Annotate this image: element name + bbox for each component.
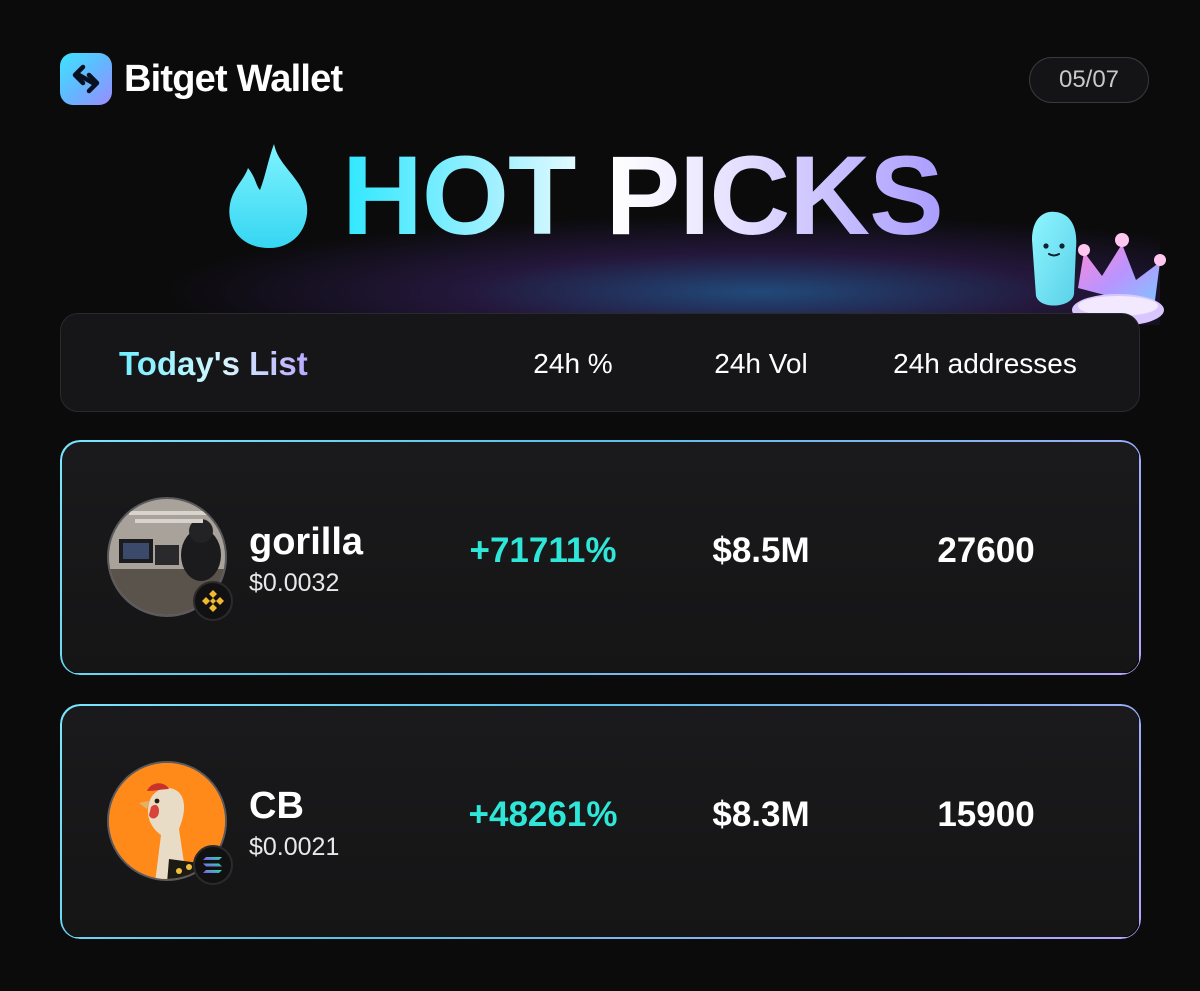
- date-badge: 05/07: [1029, 57, 1149, 103]
- solana-chain-icon: [193, 845, 233, 885]
- token-change-24h: +48261%: [468, 795, 618, 834]
- title-area: HOT PICKS: [226, 133, 944, 258]
- col-24h-change: 24h %: [533, 348, 613, 379]
- token-addresses-24h: 27600: [937, 531, 1035, 570]
- token-price: $0.0032: [249, 569, 340, 597]
- col-24h-vol: 24h Vol: [714, 348, 808, 379]
- title-glow: [160, 215, 1160, 325]
- token-vol-24h: $8.3M: [712, 795, 810, 834]
- token-addresses-24h: 15900: [937, 795, 1035, 834]
- bnb-chain-icon: [193, 581, 233, 621]
- col-24h-addresses: 24h addresses: [893, 348, 1077, 379]
- token-vol-24h: $8.5M: [712, 531, 810, 570]
- flame-icon: [229, 144, 308, 248]
- list-header: Today's List 24h % 24h Vol 24h addresses: [60, 313, 1140, 412]
- brand-name: Bitget Wallet: [124, 57, 343, 100]
- token-row[interactable]: CB $0.0021 +48261% $8.3M 15900: [60, 704, 1140, 938]
- bitget-logo-icon: [60, 53, 112, 105]
- token-name: CB: [249, 785, 304, 827]
- list-title: Today's List: [119, 345, 308, 382]
- brand: Bitget Wallet: [60, 53, 343, 105]
- token-avatar: [107, 761, 227, 881]
- token-change-24h: +71711%: [469, 531, 617, 570]
- token-avatar: [107, 497, 227, 617]
- token-name: gorilla: [249, 521, 364, 563]
- token-row[interactable]: gorilla $0.0032 +71711% $8.5M 27600: [60, 440, 1140, 674]
- token-price: $0.0021: [249, 833, 340, 861]
- page-title: HOT PICKS: [342, 133, 944, 258]
